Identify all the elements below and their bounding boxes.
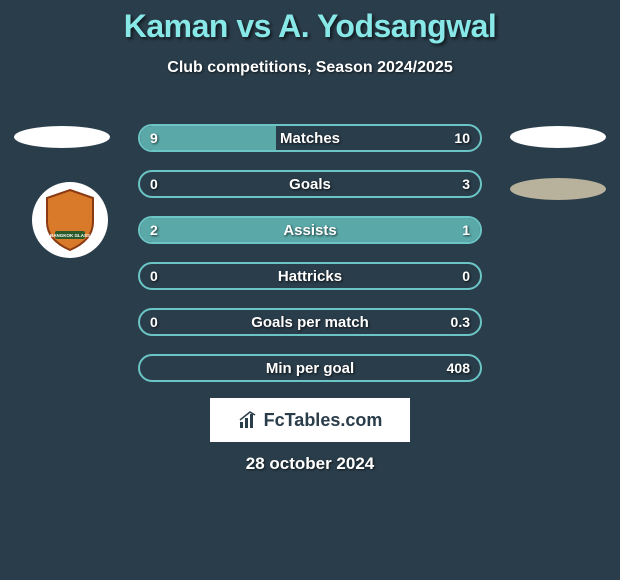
stat-value-left: 0 — [150, 310, 158, 334]
stat-row: Min per goal408 — [138, 354, 482, 382]
player-right-club-placeholder — [510, 178, 606, 200]
stat-label: Min per goal — [140, 356, 480, 380]
stat-value-right: 0.3 — [451, 310, 470, 334]
stat-row: Assists2 1 — [138, 216, 482, 244]
stat-value-left: 2 — [150, 218, 158, 242]
stat-value-right: 408 — [447, 356, 470, 380]
brand-footer: FcTables.com — [210, 398, 410, 442]
stat-value-right: 3 — [462, 172, 470, 196]
stat-label: Matches — [140, 126, 480, 150]
stat-label: Goals — [140, 172, 480, 196]
stat-row: Hattricks0 0 — [138, 262, 482, 290]
stat-row: Goals0 3 — [138, 170, 482, 198]
stat-value-right: 0 — [462, 264, 470, 288]
player-left-avatar-placeholder — [14, 126, 110, 148]
stat-value-left: 0 — [150, 172, 158, 196]
svg-text:BANGKOK GLASS: BANGKOK GLASS — [50, 233, 90, 238]
stat-label: Goals per match — [140, 310, 480, 334]
stats-container: Matches910Goals03Assists21Hattricks00Goa… — [138, 124, 482, 400]
stat-value-right: 10 — [454, 126, 470, 150]
chart-icon — [238, 410, 258, 430]
player-right-avatar-placeholder — [510, 126, 606, 148]
stat-label: Assists — [140, 218, 480, 242]
stat-value-left: 0 — [150, 264, 158, 288]
brand-text: FcTables.com — [264, 410, 383, 431]
date-text: 28 october 2024 — [0, 454, 620, 474]
stat-value-left: 9 — [150, 126, 158, 150]
stat-row: Matches9 10 — [138, 124, 482, 152]
page-title: Kaman vs A. Yodsangwal — [0, 0, 620, 45]
stat-label: Hattricks — [140, 264, 480, 288]
stat-value-right: 1 — [462, 218, 470, 242]
club-badge-left: BANGKOK GLASS — [32, 182, 108, 258]
shield-icon: BANGKOK GLASS — [43, 188, 97, 252]
page-subtitle: Club competitions, Season 2024/2025 — [0, 59, 620, 77]
stat-row: Goals per match0 0.3 — [138, 308, 482, 336]
